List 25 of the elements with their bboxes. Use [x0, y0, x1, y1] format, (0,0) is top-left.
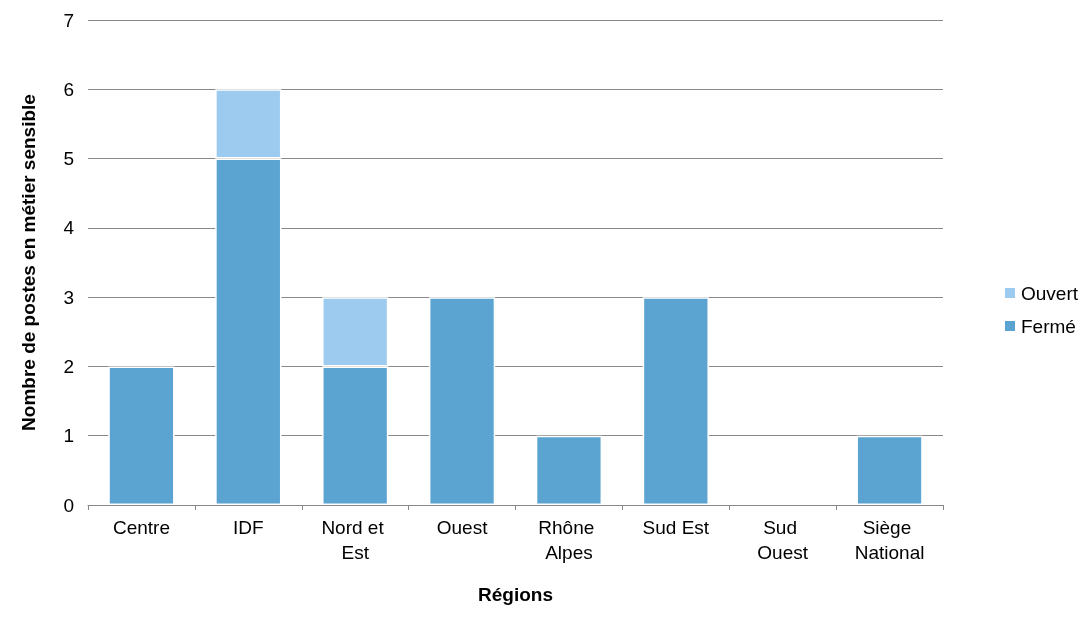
y-tick-label: 0 — [63, 494, 74, 516]
y-tick-label: 3 — [63, 286, 74, 308]
y-tick-label: 4 — [63, 217, 75, 239]
y-tick-label: 2 — [63, 355, 74, 377]
x-tick-label: Centre — [112, 517, 170, 538]
bar — [856, 435, 923, 505]
x-tick-label: Nord et Est — [321, 517, 389, 563]
y-tick-label: 5 — [63, 148, 74, 170]
x-axis-title: Régions — [478, 584, 553, 605]
x-tick-label: Sud Ouest — [757, 517, 809, 563]
legend-label: Fermé — [1020, 315, 1076, 337]
x-tick-label: Siège National — [854, 517, 925, 563]
y-tick-label: 7 — [63, 9, 74, 31]
bar — [428, 297, 496, 505]
y-tick-label: 1 — [63, 425, 74, 447]
y-tick-label: 6 — [63, 78, 74, 100]
bar — [535, 435, 603, 505]
y-axis-title: Nombre de postes en métier sensible — [18, 94, 39, 431]
bar — [108, 366, 175, 505]
bar — [642, 297, 709, 505]
x-tick-label: Sud Est — [642, 517, 710, 538]
x-tick-label: Rhône Alpes — [538, 517, 600, 563]
x-tick-label: IDF — [233, 517, 264, 538]
legend-label: Ouvert — [1020, 282, 1079, 304]
x-tick-label: Ouest — [436, 517, 489, 538]
